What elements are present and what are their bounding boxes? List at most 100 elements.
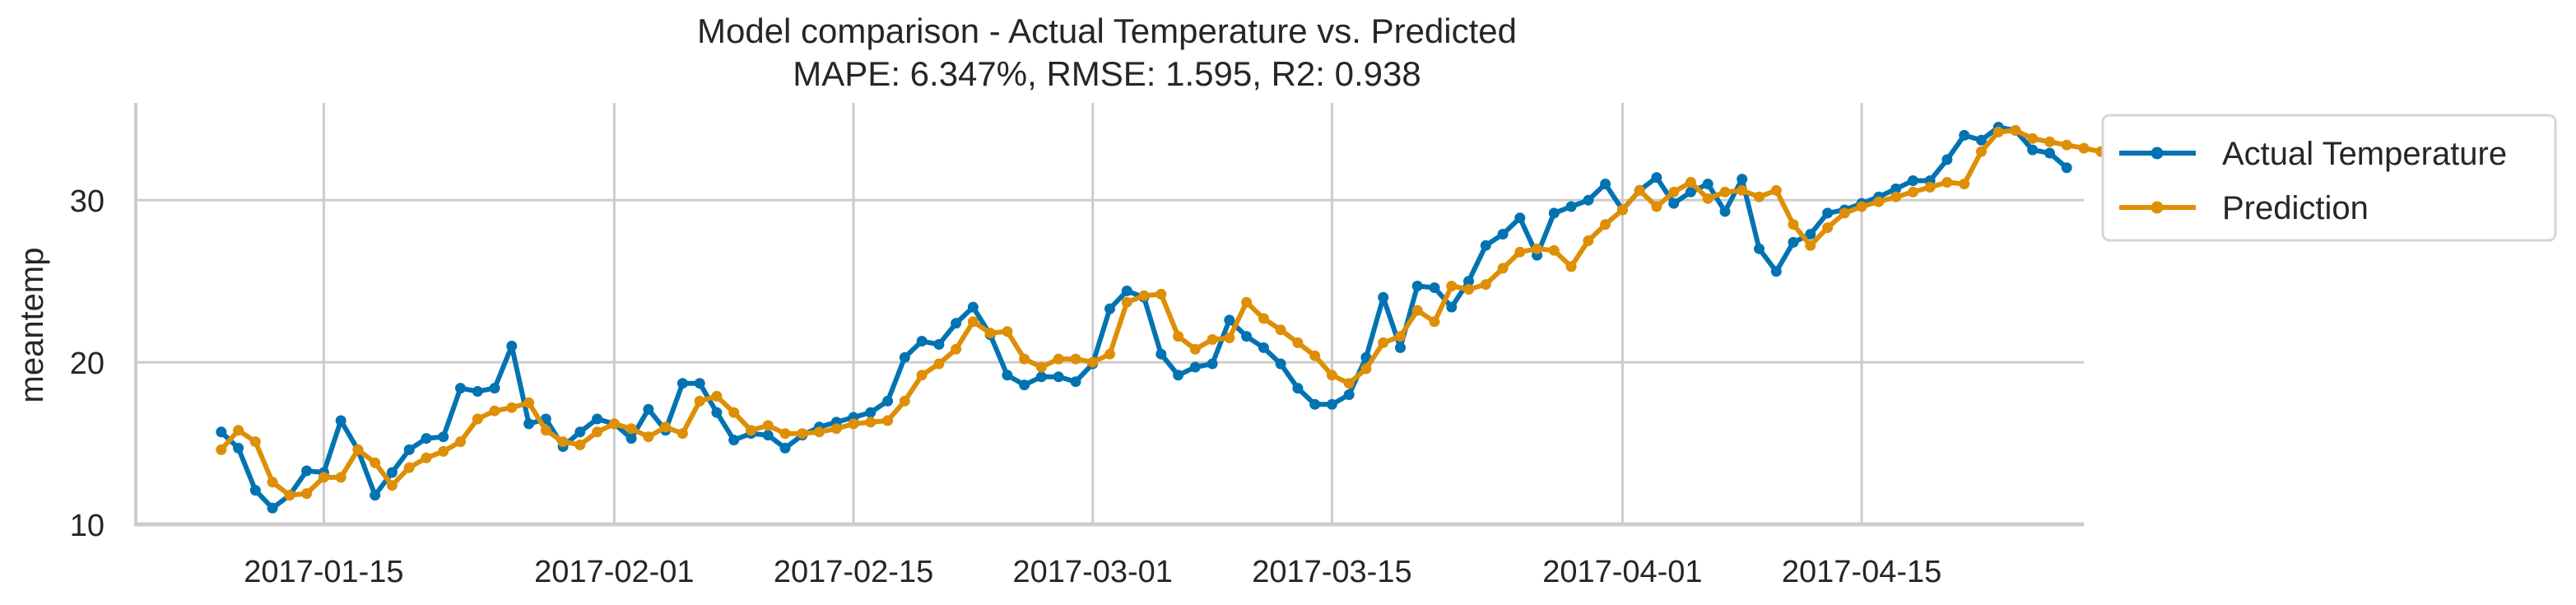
data-point xyxy=(1002,326,1013,337)
legend-label: Actual Temperature xyxy=(2222,136,2507,172)
data-point xyxy=(1104,303,1115,314)
data-point xyxy=(2010,125,2021,136)
data-point xyxy=(1360,351,1372,363)
data-point xyxy=(865,407,876,418)
x-tick-label: 2017-04-15 xyxy=(1782,555,1941,589)
data-point xyxy=(1309,350,1321,361)
data-point xyxy=(540,425,551,436)
data-point xyxy=(301,465,313,477)
data-point xyxy=(1685,177,1696,188)
y-axis: 10 20 30 xyxy=(70,103,137,543)
data-point xyxy=(233,425,244,436)
data-point xyxy=(1189,361,1201,373)
data-point xyxy=(1258,342,1269,353)
data-point xyxy=(1224,333,1235,343)
data-point xyxy=(1104,348,1115,360)
data-point xyxy=(1463,276,1474,287)
data-point xyxy=(1360,363,1372,375)
legend: Actual Temperature Prediction xyxy=(2101,114,2557,242)
data-point xyxy=(1207,358,1218,370)
data-point xyxy=(2044,136,2055,147)
data-point xyxy=(984,328,996,339)
data-point xyxy=(625,433,637,444)
data-point xyxy=(386,467,398,478)
chart-title: Model comparison - Actual Temperature vs… xyxy=(697,12,1517,50)
data-point xyxy=(1138,290,1150,301)
data-point xyxy=(284,490,295,501)
data-point xyxy=(386,480,398,491)
data-point xyxy=(1378,337,1389,348)
data-point xyxy=(1411,281,1423,291)
data-point xyxy=(249,485,261,496)
data-point xyxy=(677,428,688,440)
data-point xyxy=(1378,291,1389,303)
data-point xyxy=(1087,356,1099,368)
x-tick-label: 2017-01-15 xyxy=(244,555,403,589)
data-point xyxy=(1737,184,1748,196)
data-point xyxy=(1959,129,1970,141)
data-point xyxy=(916,370,928,381)
data-point xyxy=(1890,183,1902,194)
data-point xyxy=(1292,383,1304,394)
data-point xyxy=(1822,222,1834,234)
data-point xyxy=(899,351,910,363)
x-tick-label: 2017-03-01 xyxy=(1013,555,1173,589)
data-point xyxy=(1173,331,1184,342)
data-point xyxy=(1975,134,1987,146)
data-point xyxy=(1651,172,1662,184)
data-point xyxy=(592,413,603,425)
data-point xyxy=(1565,201,1577,212)
data-point xyxy=(762,420,774,431)
data-point xyxy=(746,425,756,436)
series-line xyxy=(219,124,2069,511)
data-point xyxy=(694,378,705,389)
data-point xyxy=(472,386,483,397)
data-point xyxy=(1173,370,1184,381)
data-point xyxy=(967,301,979,313)
data-point xyxy=(506,340,518,351)
data-point xyxy=(216,444,227,455)
data-point xyxy=(403,444,415,455)
data-point xyxy=(352,444,364,455)
data-point xyxy=(762,430,774,441)
data-point xyxy=(814,426,825,438)
data-point xyxy=(916,336,928,347)
data-point xyxy=(1326,398,1337,410)
data-point xyxy=(233,442,244,454)
data-point xyxy=(1326,370,1337,381)
data-point xyxy=(1975,146,1987,157)
data-point xyxy=(1548,207,1560,219)
data-point xyxy=(249,436,261,448)
data-point xyxy=(1053,371,1064,383)
x-tick-label: 2017-02-15 xyxy=(774,555,933,589)
data-point xyxy=(592,426,603,438)
data-point xyxy=(951,318,962,329)
data-point xyxy=(1941,154,1953,165)
data-point xyxy=(1343,389,1355,400)
data-point xyxy=(2044,147,2055,159)
data-point xyxy=(438,445,449,457)
data-point xyxy=(1702,179,1713,189)
series-prediction xyxy=(216,125,2107,501)
data-point xyxy=(421,433,432,444)
data-point xyxy=(523,397,535,408)
data-point xyxy=(865,417,876,428)
data-point xyxy=(2061,162,2072,174)
data-point xyxy=(455,383,466,394)
y-tick-label: 10 xyxy=(70,509,105,543)
data-point xyxy=(1241,331,1253,342)
legend-frame xyxy=(2101,114,2557,242)
data-point xyxy=(694,395,705,407)
data-point xyxy=(1258,313,1269,324)
data-point xyxy=(1651,201,1662,212)
data-point xyxy=(1788,236,1799,248)
data-point xyxy=(711,390,723,402)
data-point xyxy=(1770,184,1782,196)
data-point xyxy=(1600,179,1611,189)
data-point xyxy=(1907,175,1918,186)
data-point xyxy=(797,428,808,440)
data-point xyxy=(1959,179,1970,189)
data-point xyxy=(574,426,586,438)
data-point xyxy=(1583,235,1594,246)
